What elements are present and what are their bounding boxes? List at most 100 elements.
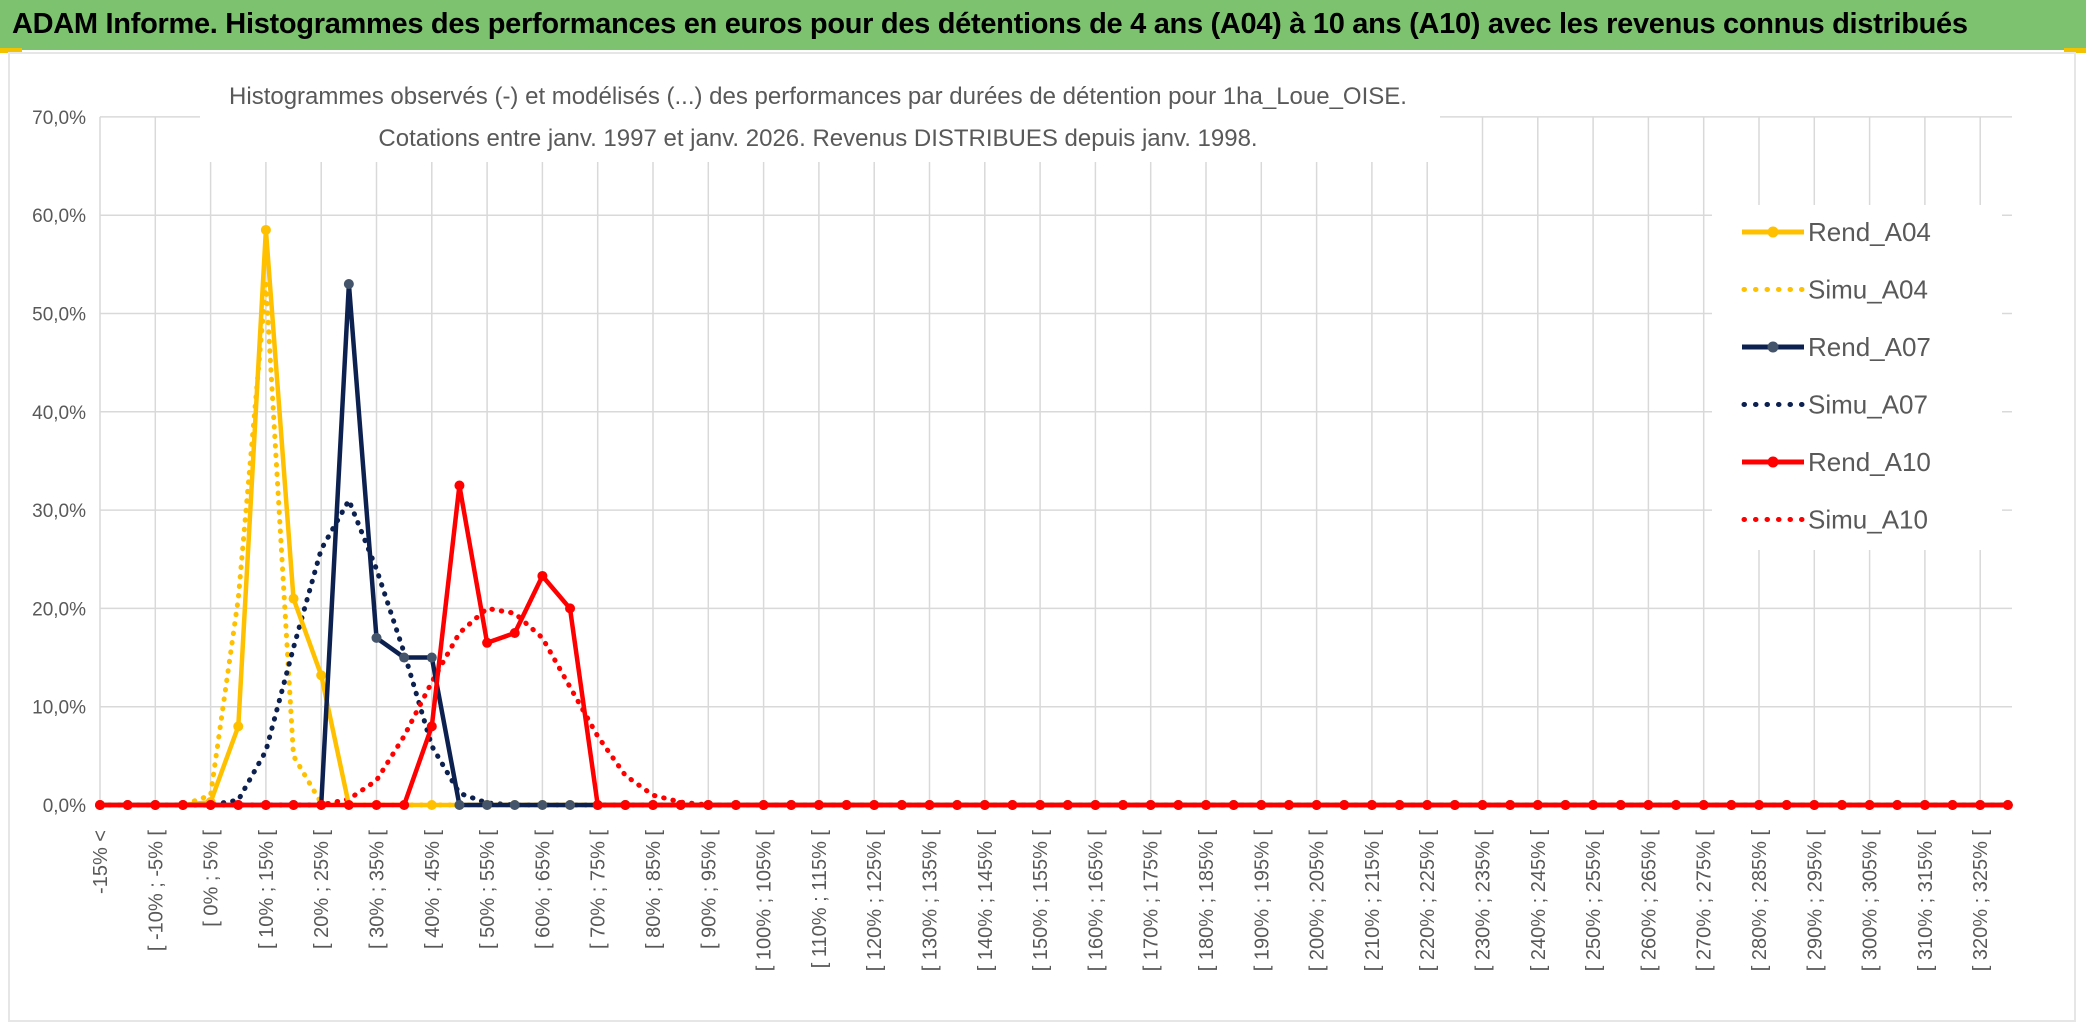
- data-point-rend-a10: [1532, 800, 1543, 810]
- legend-label-rend-a04: Rend_A04: [1808, 217, 1931, 247]
- data-point-rend-a10: [509, 627, 520, 638]
- x-tick-label: [ 270% ; 275% [: [1694, 830, 1716, 972]
- x-tick-label: [ 310% ; 315% [: [1915, 830, 1937, 972]
- x-tick-label: [ 150% ; 155% [: [1030, 830, 1052, 972]
- data-point-rend-a04: [260, 224, 271, 235]
- data-point-rend-a07: [565, 800, 576, 810]
- x-tick-label: [ 230% ; 235% [: [1473, 830, 1495, 972]
- data-point-rend-a10: [703, 800, 714, 810]
- x-tick-label: [ 30% ; 35% [: [367, 830, 389, 949]
- x-tick-label: -15% <: [90, 830, 112, 894]
- data-point-rend-a10: [343, 800, 354, 810]
- x-tick-label: [ 250% ; 255% [: [1583, 830, 1605, 972]
- data-point-rend-a10: [979, 800, 990, 810]
- legend-marker-rend-a10: [1767, 456, 1779, 468]
- data-point-rend-a10: [1588, 800, 1599, 810]
- x-tick-label: [ 290% ; 295% [: [1804, 830, 1826, 972]
- legend-background: [1712, 205, 2002, 550]
- data-point-rend-a10: [205, 800, 216, 810]
- data-point-rend-a10: [841, 800, 852, 810]
- data-point-rend-a10: [260, 800, 271, 810]
- x-tick-label: [ 140% ; 145% [: [975, 830, 997, 972]
- data-point-rend-a10: [1090, 800, 1101, 810]
- legend-label-simu-a10: Simu_A10: [1808, 505, 1928, 535]
- data-point-rend-a10: [1975, 800, 1986, 810]
- data-point-rend-a10: [1035, 800, 1046, 810]
- x-axis-ticks: -15% < [ -10% ; -5% [[ 0% ; 5% [[ 10% ; 1…: [90, 830, 1992, 972]
- x-tick-label: [ -10% ; -5% [: [145, 830, 167, 952]
- data-point-rend-a10: [924, 800, 935, 810]
- data-point-rend-a10: [952, 800, 963, 810]
- data-point-rend-a10: [233, 800, 244, 810]
- data-point-rend-a07: [343, 279, 354, 290]
- data-point-rend-a10: [1615, 800, 1626, 810]
- x-tick-label: [ 90% ; 95% [: [698, 830, 720, 949]
- data-point-rend-a07: [399, 652, 410, 663]
- y-tick-label: 60,0%: [32, 206, 86, 227]
- data-point-rend-a10: [1643, 800, 1654, 810]
- data-point-rend-a04: [426, 800, 437, 810]
- y-tick-label: 30,0%: [32, 501, 86, 522]
- x-tick-label: [ 300% ; 305% [: [1860, 830, 1882, 972]
- data-point-rend-a10: [1118, 800, 1129, 810]
- x-tick-label: [ 180% ; 185% [: [1196, 830, 1218, 972]
- y-axis-ticks: 0,0% 10,0% 20,0% 30,0% 40,0% 50,0% 60,0% 70,0%: [32, 108, 86, 817]
- data-point-rend-a10: [316, 800, 327, 810]
- legend-marker-rend-a04: [1767, 226, 1779, 238]
- x-tick-label: [ 320% ; 325% [: [1970, 830, 1992, 972]
- legend-label-rend-a10: Rend_A10: [1808, 447, 1931, 477]
- y-tick-label: 10,0%: [32, 698, 86, 719]
- data-point-rend-a10: [1836, 800, 1847, 810]
- data-point-rend-a10: [371, 800, 382, 810]
- data-point-rend-a04: [233, 721, 244, 732]
- x-tick-label: [ 220% ; 225% [: [1417, 830, 1439, 972]
- series-line-rend-a10: [100, 483, 2008, 808]
- data-point-rend-a10: [1062, 800, 1073, 810]
- data-point-rend-a07: [371, 632, 382, 643]
- data-point-rend-a10: [1560, 800, 1571, 810]
- data-point-rend-a10: [1145, 800, 1156, 810]
- data-point-rend-a10: [1283, 800, 1294, 810]
- x-tick-label: [ 60% ; 65% [: [532, 830, 554, 949]
- x-tick-label: [ 160% ; 165% [: [1085, 830, 1107, 972]
- y-tick-label: 0,0%: [43, 796, 86, 817]
- chart-title: Histogrammes observés (-) et modélisés (…: [229, 83, 1407, 110]
- data-point-rend-a04: [288, 593, 299, 604]
- data-point-rend-a10: [786, 800, 797, 810]
- data-point-rend-a07: [509, 800, 520, 810]
- data-point-rend-a10: [813, 800, 824, 810]
- x-tick-label: [ 10% ; 15% [: [256, 830, 278, 949]
- data-point-rend-a10: [1781, 800, 1792, 810]
- data-point-rend-a10: [648, 800, 658, 810]
- legend-marker-rend-a07: [1767, 341, 1779, 353]
- data-point-rend-a10: [1201, 800, 1211, 810]
- data-point-rend-a07: [454, 800, 465, 810]
- data-point-rend-a10: [122, 800, 133, 810]
- data-point-rend-a10: [1394, 800, 1405, 810]
- data-point-rend-a10: [1311, 800, 1322, 810]
- x-tick-label: [ 40% ; 45% [: [422, 830, 444, 949]
- x-tick-label: [ 200% ; 205% [: [1307, 830, 1329, 972]
- y-tick-label: 70,0%: [32, 108, 86, 129]
- data-point-rend-a10: [1864, 800, 1875, 810]
- data-point-rend-a10: [1449, 800, 1460, 810]
- x-tick-label: [ 210% ; 215% [: [1362, 830, 1384, 972]
- data-point-rend-a10: [1726, 800, 1737, 810]
- data-point-rend-a07: [482, 800, 493, 810]
- data-point-rend-a10: [1892, 800, 1903, 810]
- data-point-rend-a10: [620, 800, 631, 810]
- data-point-rend-a10: [1947, 800, 1958, 810]
- corner-mark-left: [0, 48, 22, 53]
- data-point-rend-a07: [537, 800, 548, 810]
- data-point-rend-a07: [426, 652, 437, 663]
- data-point-rend-a10: [1228, 800, 1239, 810]
- header-bar: ADAM Informe. Histogrammes des performan…: [0, 0, 2086, 50]
- series: [95, 224, 2013, 810]
- x-tick-label: [ 170% ; 175% [: [1141, 830, 1163, 972]
- x-tick-label: [ 100% ; 105% [: [754, 830, 776, 972]
- data-point-rend-a10: [1671, 800, 1682, 810]
- data-point-rend-a10: [1919, 800, 1930, 810]
- data-point-rend-a10: [1698, 800, 1709, 810]
- data-point-rend-a10: [1505, 800, 1516, 810]
